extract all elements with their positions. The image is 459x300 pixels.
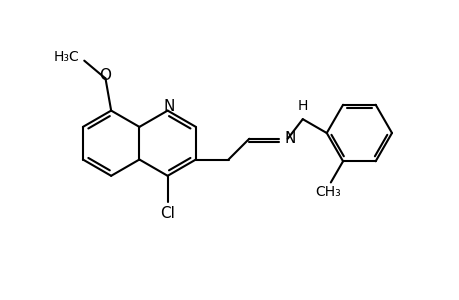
Text: N: N <box>163 99 175 114</box>
Text: Cl: Cl <box>160 206 175 221</box>
Text: H: H <box>297 99 307 113</box>
Text: O: O <box>99 68 111 83</box>
Text: H₃C: H₃C <box>54 50 79 64</box>
Text: N: N <box>284 131 295 146</box>
Text: CH₃: CH₃ <box>315 185 341 199</box>
